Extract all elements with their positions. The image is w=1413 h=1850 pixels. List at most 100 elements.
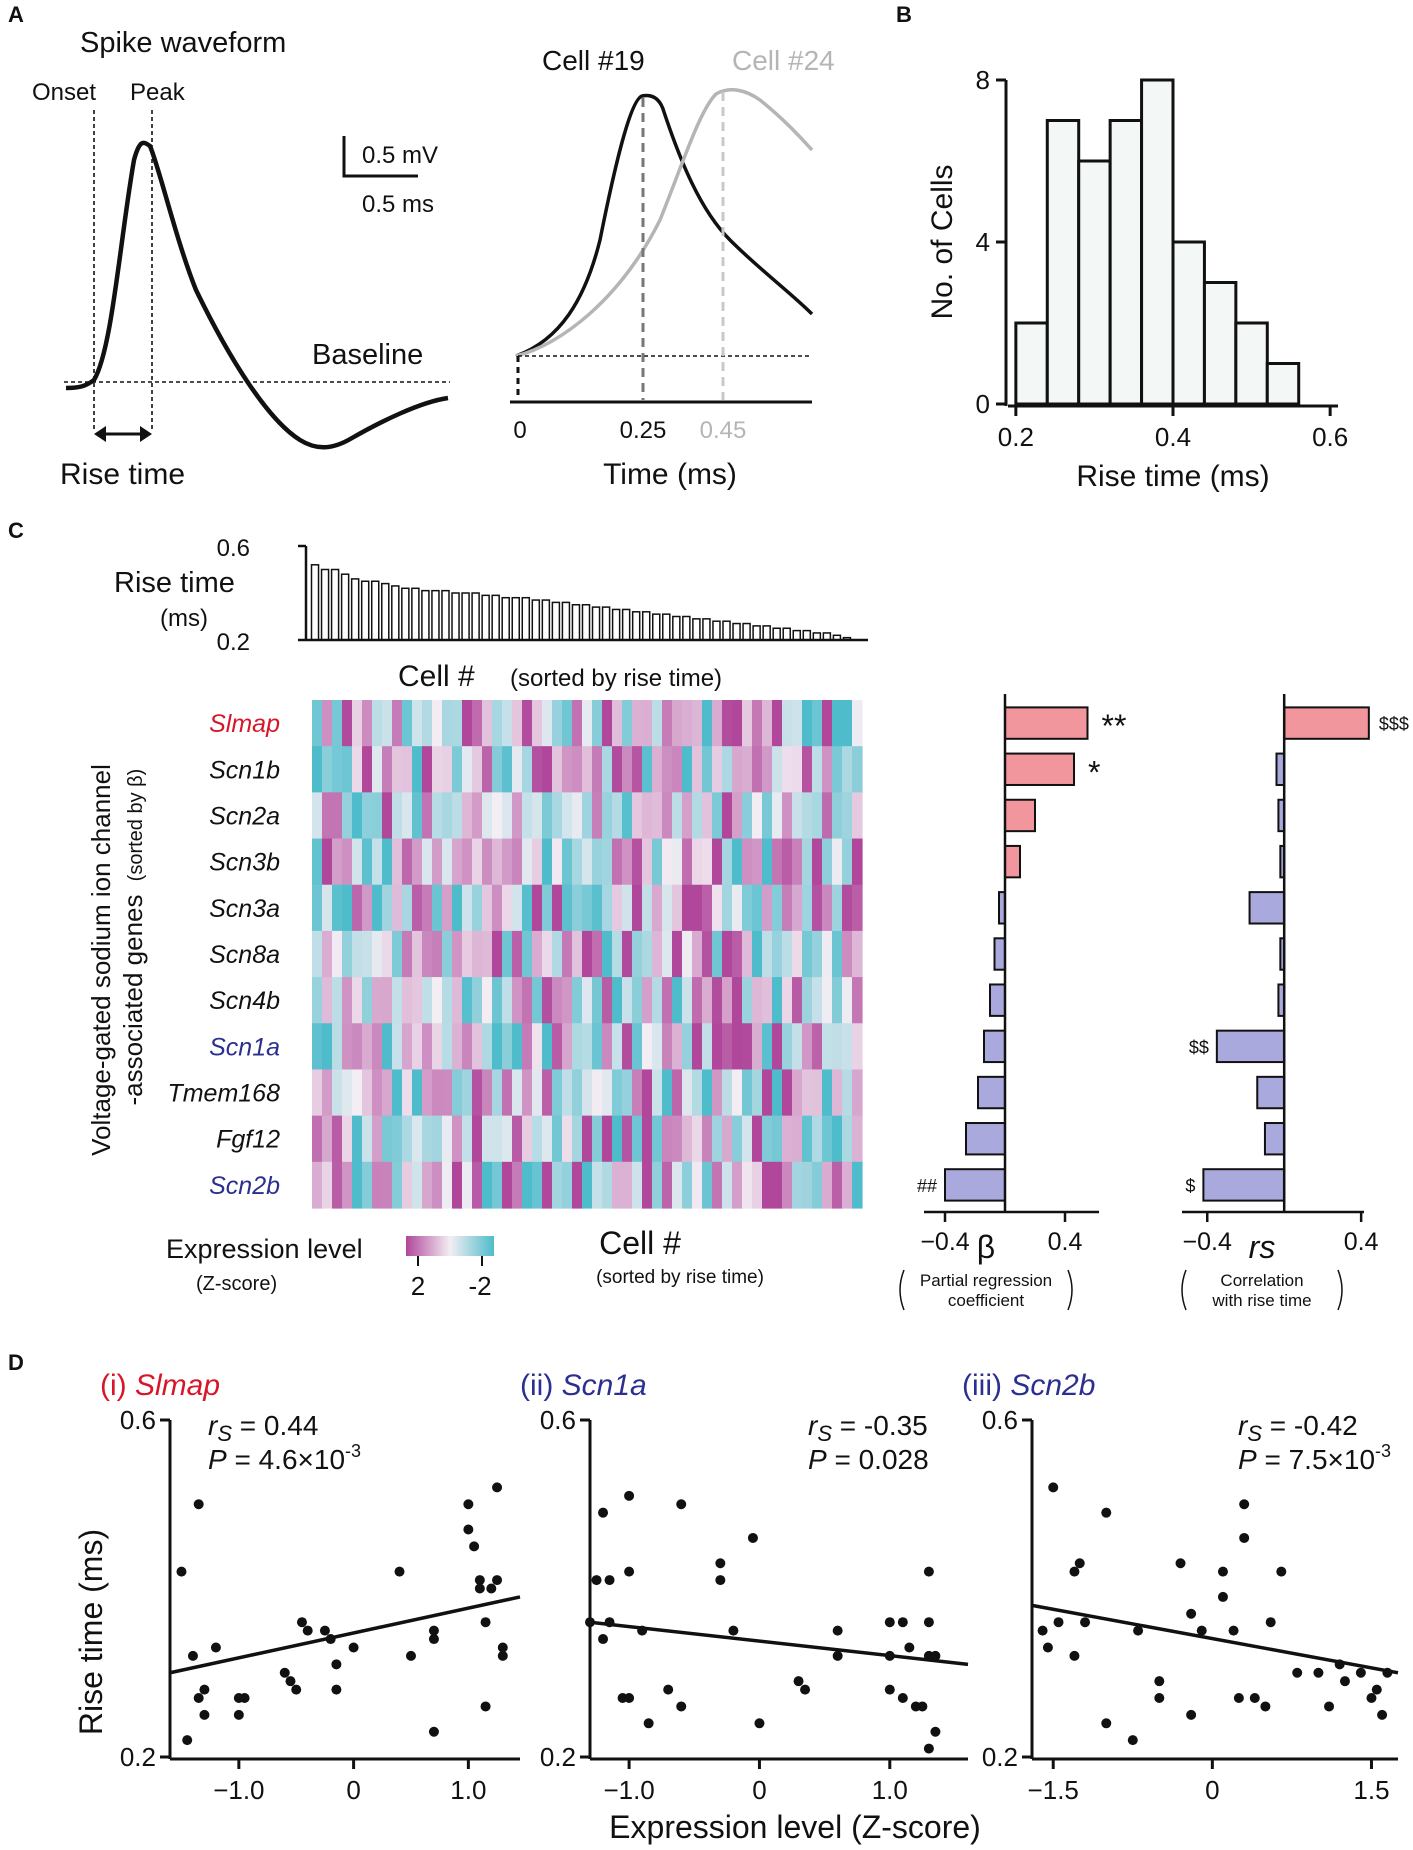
panel-d-ylabel-group: Rise time (ms) [73,1529,109,1735]
heatmap-cell [462,700,473,747]
heatmap-cell [342,930,353,978]
heatmap-cell [692,930,703,978]
heatmap-cell [582,1161,593,1209]
beta-caption-paren-left [899,1269,905,1311]
heatmap-cell [682,746,693,793]
heatmap-cell [312,1069,323,1117]
heatmap-cell [432,700,443,747]
heatmap-cell [692,1023,703,1071]
heatmap-cell [452,746,463,793]
heatmap-cell [472,1161,483,1209]
heatmap-cell [842,746,853,793]
p-value: = 7.5×10 [1257,1444,1375,1475]
heatmap-cell [602,838,613,886]
bar-fgf12 [1263,1122,1286,1156]
heatmap-cell [652,1069,663,1117]
heatmap-cell [542,746,553,793]
beta-caption-1: Partial regression [920,1271,1052,1290]
heatmap-cell [792,1161,803,1209]
heatmap-cell [362,1161,373,1209]
rise-time-bar [762,625,771,641]
gene-label-scn2a: Scn2a [209,802,280,830]
heatmap-cell [392,700,403,747]
heatmap-cell [422,1069,433,1117]
data-point [463,1499,474,1510]
data-point [199,1709,210,1720]
heatmap-cell [412,1023,423,1071]
heatmap-cell [342,1023,353,1071]
data-point [754,1718,765,1729]
heatmap-cell [702,1115,713,1163]
data-point [930,1650,941,1661]
heatmap-cell [742,1069,753,1117]
heatmap-cell [662,746,673,793]
heatmap-cell [802,930,813,978]
heatmap-cell [522,1023,533,1071]
heatmap-cell [362,1023,373,1071]
heatmap-cell [812,977,823,1024]
heatmap-cell [592,977,603,1024]
scatter-x-tick-label: 1.0 [872,1775,908,1805]
bars-x-tick-label: −0.4 [1183,1228,1232,1256]
data-point [474,1583,485,1594]
rs-value: = -0.35 [832,1410,928,1441]
data-point [1334,1659,1345,1670]
heatmap-cell [742,700,753,747]
heatmap-cell [582,930,593,978]
heatmap-cell [692,884,703,932]
heatmap-cell [432,1069,443,1117]
panel-d-ylabel: Rise time (ms) [73,1529,109,1735]
heatmap-cell [662,792,673,840]
rise-time-bar [360,580,370,641]
bar-ytick-bottom: 0.2 [217,629,250,656]
heatmap-cell [822,930,833,978]
heatmap-cell [482,977,493,1024]
heatmap-cell [812,1115,823,1163]
rise-time-bar [511,596,521,641]
heatmap-cell [782,746,793,793]
heatmap-cell [522,930,533,978]
rise-time-bar [521,596,531,641]
heatmap-cell [742,1115,753,1163]
heatmap-cell [832,700,843,747]
heatmap-cell [822,700,833,747]
bars-x-tick-label: 0.4 [1344,1228,1379,1256]
heatmap-cell [822,746,833,793]
rise-time-bar [682,615,691,641]
rise-time-bar [531,599,541,641]
rise-time-bar [381,582,390,641]
heatmap-cell [662,1023,673,1071]
heatmap-cell [422,792,433,840]
heatmap-cell [582,700,593,747]
heatmap-cell [442,884,453,932]
heatmap-cell [372,977,383,1024]
heatmap-cell [822,1115,833,1163]
time-xlabel: Time (ms) [603,458,737,491]
data-point [285,1676,296,1687]
heatmap-cell [722,1115,733,1163]
heatmap-cell [512,746,523,793]
heatmap-cell [352,884,363,932]
histogram-bar [1077,159,1112,406]
heatmap-cell [542,700,553,747]
heatmap-cell [662,1115,673,1163]
heatmap-cell [712,977,723,1024]
heatmap-cell [572,1115,583,1163]
heatmap-cell [762,792,773,840]
heatmap-cell [492,1023,503,1071]
heatmap-cell [382,792,393,840]
data-point [497,1642,508,1653]
heatmap-cell [732,1023,743,1071]
data-point [1249,1693,1260,1704]
heatmap-cell [832,884,843,932]
heatmap-cell [652,746,663,793]
heatmap-cell [382,838,393,886]
heatmap-cell [592,1023,603,1071]
heatmap-cell [732,792,743,840]
heatmap-cell [512,1069,523,1117]
heatmap-cell [342,1069,353,1117]
heatmap-cell [322,792,333,840]
bar-ylabel-1: Rise time [114,567,235,599]
heatmap-cell [632,746,643,793]
scatter-title: (iii) Scn2b [962,1369,1095,1402]
